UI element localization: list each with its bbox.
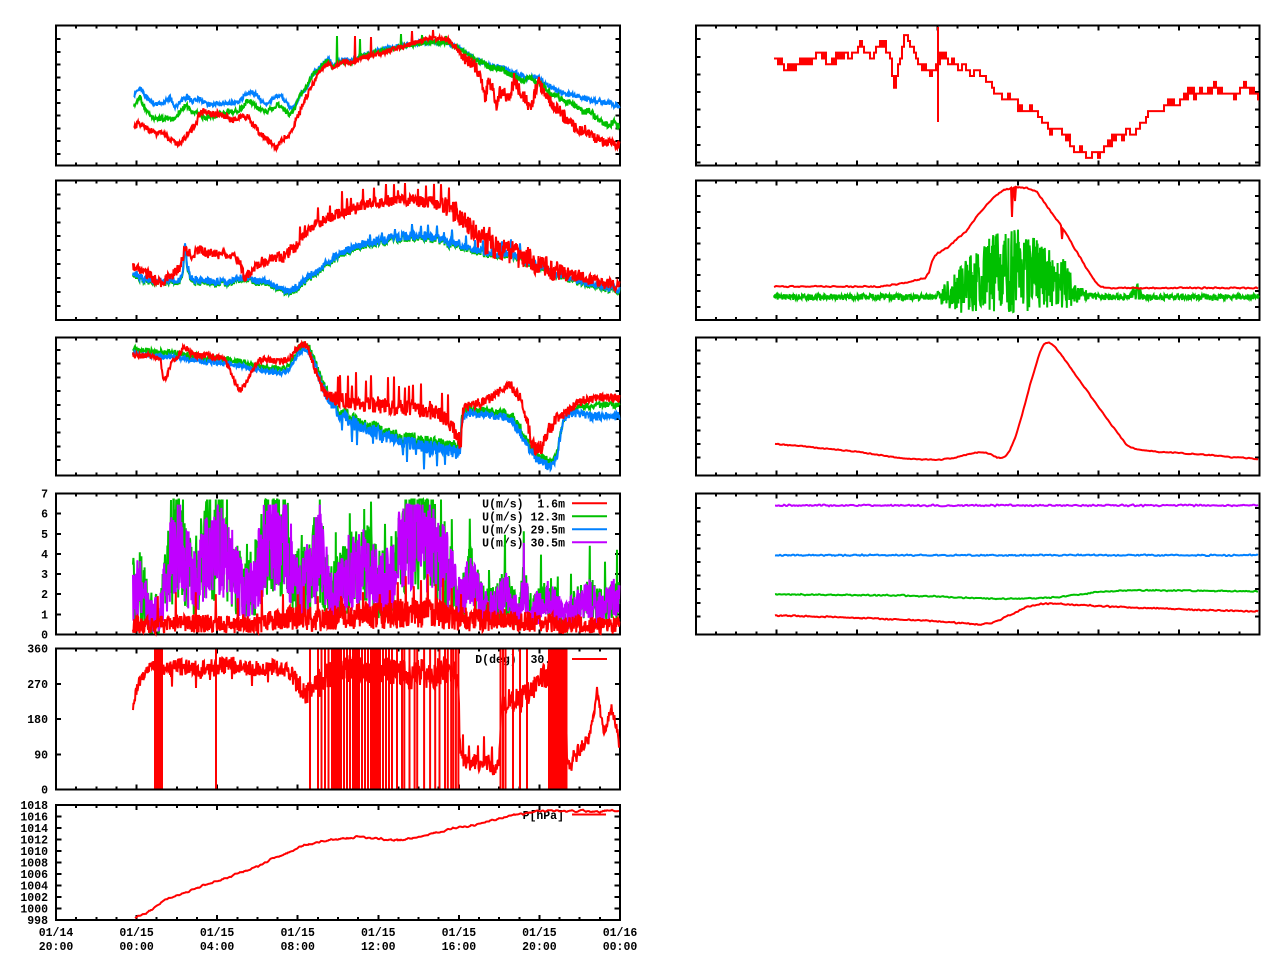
svg-text:6: 6: [41, 509, 48, 522]
svg-text:1004: 1004: [20, 880, 48, 893]
svg-text:01/15: 01/15: [119, 927, 154, 940]
svg-text:2: 2: [41, 589, 48, 602]
svg-text:01/15: 01/15: [442, 927, 477, 940]
svg-text:U(m/s) 12.3m: U(m/s) 12.3m: [482, 511, 565, 524]
svg-text:16:00: 16:00: [442, 941, 477, 954]
svg-text:3: 3: [41, 569, 48, 582]
svg-text:1012: 1012: [20, 834, 48, 847]
svg-text:01/15: 01/15: [200, 927, 235, 940]
svg-text:1006: 1006: [20, 869, 48, 882]
svg-text:U(m/s) 1.6m: U(m/s) 1.6m: [482, 498, 565, 511]
svg-text:4: 4: [41, 549, 48, 562]
svg-text:U(m/s) 29.5m: U(m/s) 29.5m: [482, 524, 565, 537]
svg-text:1010: 1010: [20, 846, 48, 859]
svg-text:90: 90: [34, 749, 48, 762]
svg-text:08:00: 08:00: [280, 941, 315, 954]
svg-text:1: 1: [41, 609, 48, 622]
svg-text:01/15: 01/15: [361, 927, 396, 940]
svg-text:01/14: 01/14: [39, 927, 74, 940]
svg-text:1002: 1002: [20, 892, 48, 905]
svg-text:1014: 1014: [20, 823, 48, 836]
svg-text:00:00: 00:00: [603, 941, 638, 954]
svg-text:0: 0: [41, 785, 48, 798]
svg-text:0: 0: [41, 630, 48, 643]
svg-text:20:00: 20:00: [39, 941, 74, 954]
svg-text:180: 180: [27, 714, 48, 727]
svg-text:360: 360: [27, 644, 48, 657]
svg-text:00:00: 00:00: [119, 941, 154, 954]
svg-text:1018: 1018: [20, 800, 48, 813]
svg-text:01/16: 01/16: [603, 927, 638, 940]
svg-text:01/15: 01/15: [522, 927, 557, 940]
svg-text:20:00: 20:00: [522, 941, 557, 954]
svg-text:1008: 1008: [20, 857, 48, 870]
svg-text:5: 5: [41, 529, 48, 542]
svg-text:04:00: 04:00: [200, 941, 235, 954]
svg-text:998: 998: [27, 915, 48, 928]
svg-text:1000: 1000: [20, 903, 48, 916]
svg-text:01/15: 01/15: [280, 927, 315, 940]
svg-text:1016: 1016: [20, 811, 48, 824]
svg-text:P[hPa]: P[hPa]: [523, 810, 564, 823]
svg-text:270: 270: [27, 679, 48, 692]
svg-text:7: 7: [41, 489, 48, 502]
svg-text:12:00: 12:00: [361, 941, 396, 954]
